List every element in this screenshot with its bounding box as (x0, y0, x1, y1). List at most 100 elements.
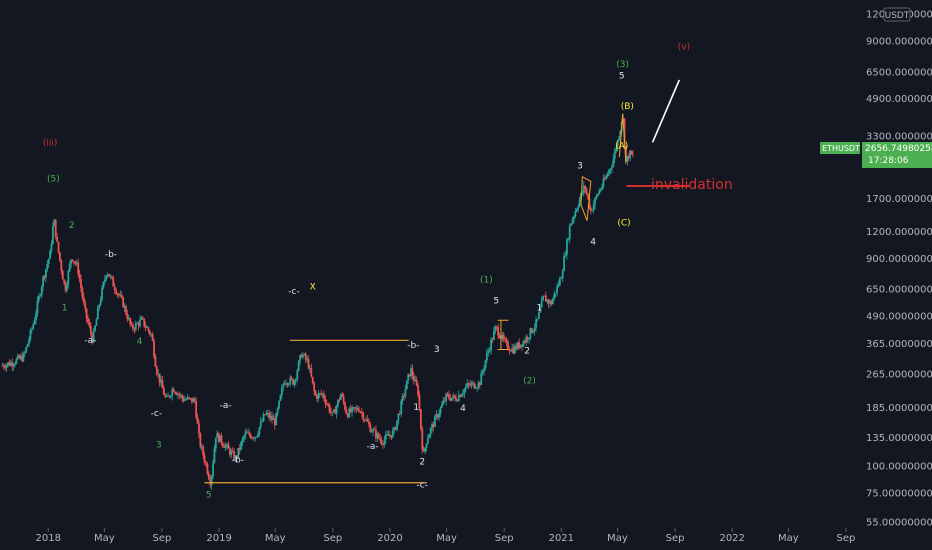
time-tick-label: Sep (837, 533, 856, 544)
wave-label: 3 (434, 345, 440, 355)
candle-body (210, 476, 213, 486)
candle-body (169, 395, 172, 397)
candle-body (391, 430, 394, 438)
candle-body (588, 198, 591, 209)
candle-body (483, 368, 485, 372)
candle-body (144, 326, 147, 328)
candle-body (141, 317, 144, 319)
price-tick-label: 900.00000000 (866, 254, 932, 265)
candle-body (407, 374, 410, 381)
wave-label: -c- (288, 287, 299, 297)
wave-label: 4 (590, 237, 596, 247)
candle-body (11, 362, 14, 367)
candle-body (396, 420, 398, 430)
candle-body (252, 437, 255, 439)
candle-body (573, 216, 575, 220)
candle-body (280, 388, 283, 396)
candle-body (443, 400, 446, 402)
candle-body (605, 175, 608, 180)
candle-body (283, 383, 286, 385)
candle-body (275, 413, 278, 426)
candle-body (589, 208, 592, 211)
candle-body (542, 296, 544, 301)
wave-label: -b- (232, 456, 244, 466)
price-tick-label: 100.00000000 (866, 461, 932, 472)
candle-body (116, 293, 119, 295)
candle-body (175, 392, 178, 395)
candle-body (425, 443, 428, 448)
candle-body (455, 397, 457, 401)
candle-body (77, 262, 80, 274)
candle-body (484, 360, 487, 369)
candle-body (228, 448, 231, 455)
candle-body (615, 149, 617, 152)
candle-body (436, 414, 439, 418)
candle-body (363, 419, 366, 421)
candle-body (457, 394, 460, 401)
candle-body (185, 399, 188, 401)
candle-body (213, 448, 216, 464)
candle-body (133, 328, 136, 330)
candle-body (300, 354, 303, 358)
candle-body (168, 395, 171, 397)
candle-body (491, 339, 494, 341)
candle-body (195, 400, 198, 418)
candle-body (424, 447, 426, 452)
wave-label: 3 (156, 441, 162, 451)
candle-body (52, 226, 54, 244)
candle-body (59, 252, 61, 261)
candle-body (127, 317, 130, 320)
time-tick-label: 2020 (377, 533, 402, 544)
candle-body (241, 438, 244, 443)
candle-body (122, 297, 125, 308)
candle-body (626, 156, 629, 162)
candle-body (372, 429, 375, 432)
candle-body (21, 355, 23, 362)
candle-body (449, 398, 452, 401)
candle-body (564, 255, 567, 256)
candle-body (50, 243, 53, 251)
candle-body (547, 299, 550, 304)
candle-body (189, 397, 192, 399)
candle-body (421, 428, 424, 450)
candle-body (348, 408, 351, 418)
candle-body (346, 414, 349, 418)
candles-layer (1, 114, 634, 490)
candle-body (535, 319, 537, 328)
candle-body (33, 320, 36, 325)
candle-body (530, 328, 533, 333)
wave-label: (C) (617, 219, 630, 229)
candle-body (456, 400, 459, 402)
wave-label: 1 (413, 403, 419, 413)
candle-body (278, 400, 280, 409)
candle-body (255, 436, 258, 438)
candle-body (412, 376, 415, 382)
candle-body (318, 393, 321, 395)
candle-body (463, 389, 466, 394)
candle-body (262, 414, 265, 421)
candle-body (36, 300, 39, 314)
candle-body (140, 317, 143, 320)
candle-body (462, 393, 464, 395)
price-tick-label: 1200.00000000 (866, 227, 932, 238)
candle-body (71, 259, 74, 262)
candle-body (226, 444, 228, 446)
candle-body (89, 326, 92, 334)
candle-body (566, 239, 568, 256)
candle-body (16, 355, 19, 359)
wave-label: 2 (419, 457, 425, 467)
candle-body (188, 397, 191, 398)
price-axis[interactable]: 12000.000000009000.000000006500.00000000… (866, 10, 932, 529)
currency-badge[interactable]: USDT (885, 11, 910, 21)
candle-body (529, 328, 532, 338)
wave-label: 4 (460, 404, 466, 414)
candle-body (102, 282, 105, 288)
candle-body (481, 371, 484, 373)
candle-body (264, 414, 266, 416)
candle-body (478, 382, 481, 386)
candle-body (389, 435, 391, 436)
candle-body (460, 394, 463, 397)
candle-body (212, 463, 214, 477)
time-axis[interactable]: 2018 May Sep 2019 May Sep 2020 May Sep 2021 May Sep… (35, 528, 855, 544)
